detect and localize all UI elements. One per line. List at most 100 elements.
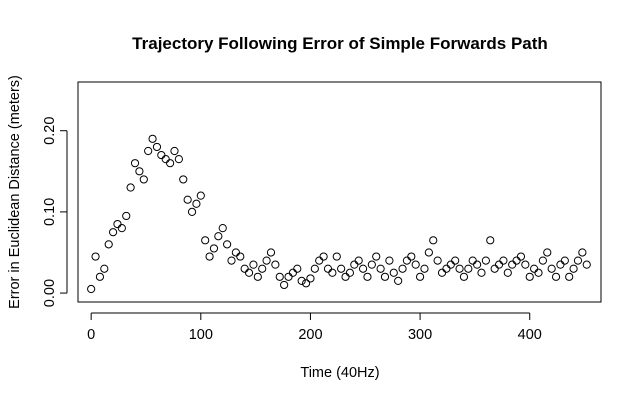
data-point: [547, 264, 556, 273]
data-point: [376, 264, 385, 273]
data-point: [521, 260, 530, 269]
data-point: [240, 264, 249, 273]
data-point: [494, 260, 504, 269]
data-point: [319, 252, 328, 261]
data-point: [415, 272, 425, 281]
data-point: [578, 248, 587, 257]
data-point: [437, 268, 447, 277]
data-point: [486, 236, 495, 245]
data-point: [205, 252, 214, 261]
x-tick-label: 0: [87, 327, 95, 343]
data-point: [459, 272, 469, 281]
data-point: [214, 232, 223, 241]
data-point: [139, 175, 148, 184]
data-point: [556, 260, 565, 269]
data-point: [354, 256, 363, 265]
plot-area-frame: [77, 81, 602, 303]
data-point: [262, 256, 271, 265]
y-tick-label: 0.20: [42, 117, 58, 145]
data-point: [582, 260, 591, 269]
data-point: [100, 264, 109, 273]
data-point: [380, 272, 390, 281]
data-point: [157, 150, 166, 160]
data-point: [512, 256, 521, 265]
data-point: [192, 199, 201, 208]
data-point: [372, 252, 381, 261]
data-point: [385, 256, 394, 265]
y-tick-label: 0.10: [42, 198, 58, 226]
data-point: [144, 146, 153, 156]
x-tick-label: 100: [189, 327, 213, 343]
data-point: [573, 256, 583, 265]
data-point: [117, 224, 126, 233]
data-point: [179, 175, 188, 184]
data-point: [350, 260, 359, 269]
data-point: [341, 272, 350, 281]
data-point: [534, 268, 543, 277]
data-point: [538, 256, 547, 265]
data-point: [266, 248, 276, 257]
data-point: [293, 264, 302, 273]
data-point: [227, 256, 236, 265]
data-point: [223, 240, 232, 249]
data-points: [87, 134, 591, 294]
data-point: [166, 159, 175, 168]
data-point: [231, 248, 240, 257]
data-point: [394, 276, 403, 285]
data-point: [345, 268, 355, 277]
data-point: [108, 228, 118, 237]
data-point: [91, 252, 100, 261]
data-point: [148, 134, 157, 143]
data-point: [209, 244, 219, 253]
data-point: [113, 219, 122, 229]
x-axis-label: Time (40Hz): [300, 365, 379, 381]
x-axis: 0 100 200 300 400: [87, 312, 542, 343]
data-point: [543, 248, 552, 257]
data-point: [122, 211, 131, 221]
data-point: [398, 264, 407, 273]
data-point: [306, 274, 315, 283]
y-tick-label: 0.00: [42, 279, 58, 307]
data-point: [446, 260, 455, 269]
data-point: [271, 260, 280, 269]
x-tick-label: 400: [518, 327, 542, 343]
data-point: [152, 142, 162, 152]
data-point: [135, 167, 144, 176]
data-point: [516, 252, 526, 261]
data-point: [481, 256, 490, 265]
data-point: [310, 264, 319, 273]
data-point: [126, 183, 135, 192]
data-point: [297, 276, 306, 285]
data-point: [174, 155, 183, 164]
data-point: [104, 240, 113, 249]
chart-title: Trajectory Following Error of Simple For…: [132, 34, 548, 53]
data-point: [337, 264, 346, 273]
data-point: [170, 146, 179, 156]
data-point: [218, 224, 227, 233]
data-point: [363, 272, 372, 281]
data-point: [424, 248, 433, 257]
data-point: [429, 236, 438, 245]
data-point: [455, 264, 464, 273]
data-point: [249, 260, 258, 269]
data-point: [503, 268, 512, 277]
data-point: [569, 264, 578, 273]
data-point: [258, 264, 267, 273]
y-axis-label: Error in Euclidean Distance (meters): [7, 75, 23, 309]
data-point: [253, 272, 262, 281]
data-point: [490, 264, 499, 273]
data-point: [275, 272, 284, 281]
data-point: [301, 279, 311, 288]
data-point: [525, 272, 534, 281]
data-point: [407, 252, 416, 261]
data-point: [464, 264, 473, 273]
data-point: [565, 272, 574, 281]
data-point: [87, 284, 96, 294]
data-point: [161, 155, 170, 164]
y-axis: 0.00 0.10 0.20: [42, 117, 68, 307]
data-point: [244, 268, 254, 277]
data-point: [551, 272, 561, 281]
data-point: [402, 256, 412, 265]
data-point: [130, 159, 140, 168]
